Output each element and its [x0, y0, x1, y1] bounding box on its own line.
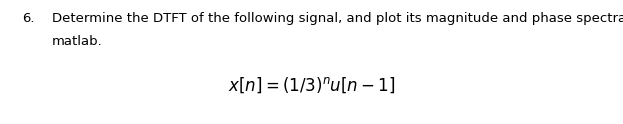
Text: $x[n] = (1/3)^n u[n-1]$: $x[n] = (1/3)^n u[n-1]$	[227, 75, 396, 94]
Text: 6.: 6.	[22, 12, 34, 25]
Text: matlab.: matlab.	[52, 35, 103, 48]
Text: Determine the DTFT of the following signal, and plot its magnitude and phase spe: Determine the DTFT of the following sign…	[52, 12, 623, 25]
